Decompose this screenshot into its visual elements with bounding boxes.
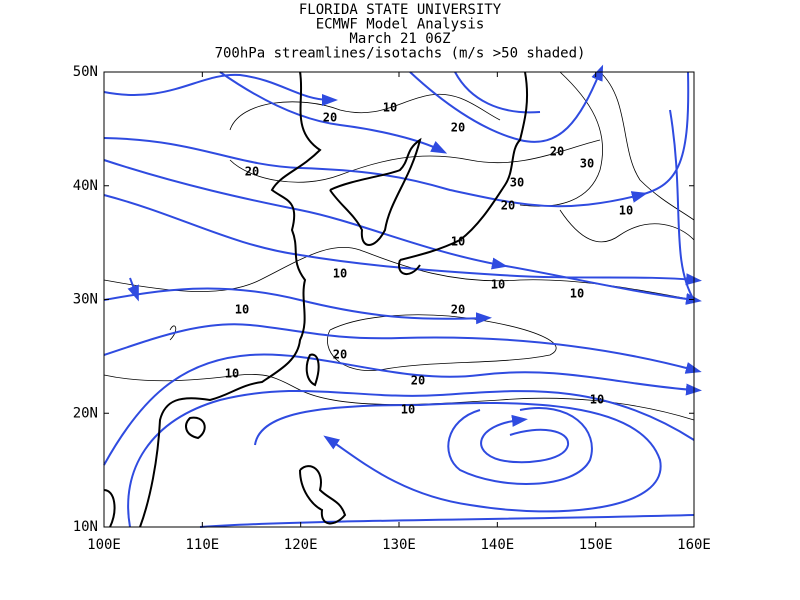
axes: 100E 110E 120E 130E 140E 150E 160E 50N 40N 30N 20N…	[73, 64, 711, 553]
contour-label: 30	[580, 157, 594, 171]
contour-label: 10	[383, 101, 397, 115]
contour-label: 20	[501, 199, 515, 213]
header-line: March 21 06Z	[349, 31, 450, 47]
contour-label: 20	[550, 145, 564, 159]
contour-label: 20	[323, 111, 337, 125]
contour-label: 20	[245, 165, 259, 179]
x-tick-label: 100E	[87, 537, 121, 553]
x-tick-label: 130E	[382, 537, 416, 553]
contour-label: 10	[225, 367, 239, 381]
isotachs	[103, 71, 695, 421]
contour-labels: 10 20 20 20 20 30 30 20 10 10 10 10 10 1…	[225, 101, 633, 417]
y-tick-label: 20N	[73, 405, 98, 421]
x-tick-label: 150E	[579, 537, 613, 553]
contour-label: 10	[333, 267, 347, 281]
x-tick-label: 160E	[677, 537, 711, 553]
contour-label: 10	[235, 303, 249, 317]
x-tick-label: 120E	[284, 537, 318, 553]
contour-label: 10	[401, 403, 415, 417]
contour-label: 10	[451, 235, 465, 249]
header-line: 700hPa streamlines/isotachs (m/s >50 sha…	[215, 46, 586, 62]
y-tick-label: 50N	[73, 64, 98, 80]
header-line: FLORIDA STATE UNIVERSITY	[299, 2, 502, 18]
header-line: ECMWF Model Analysis	[316, 17, 485, 33]
contour-label: 20	[451, 303, 465, 317]
streamlines	[103, 64, 702, 528]
y-tick-label: 10N	[73, 519, 98, 535]
contour-label: 20	[411, 374, 425, 388]
contour-label: 10	[491, 278, 505, 292]
contour-label: 20	[333, 348, 347, 362]
map-frame	[103, 71, 695, 528]
coastlines	[103, 71, 529, 528]
contour-label: 10	[619, 204, 633, 218]
y-tick-label: 40N	[73, 178, 98, 194]
y-tick-label: 30N	[73, 292, 98, 308]
contour-label: 20	[451, 121, 465, 135]
contour-label: 30	[510, 176, 524, 190]
x-tick-label: 140E	[480, 537, 514, 553]
x-tick-label: 110E	[185, 537, 219, 553]
contour-label: 10	[590, 393, 604, 407]
contour-label: 10	[570, 287, 584, 301]
